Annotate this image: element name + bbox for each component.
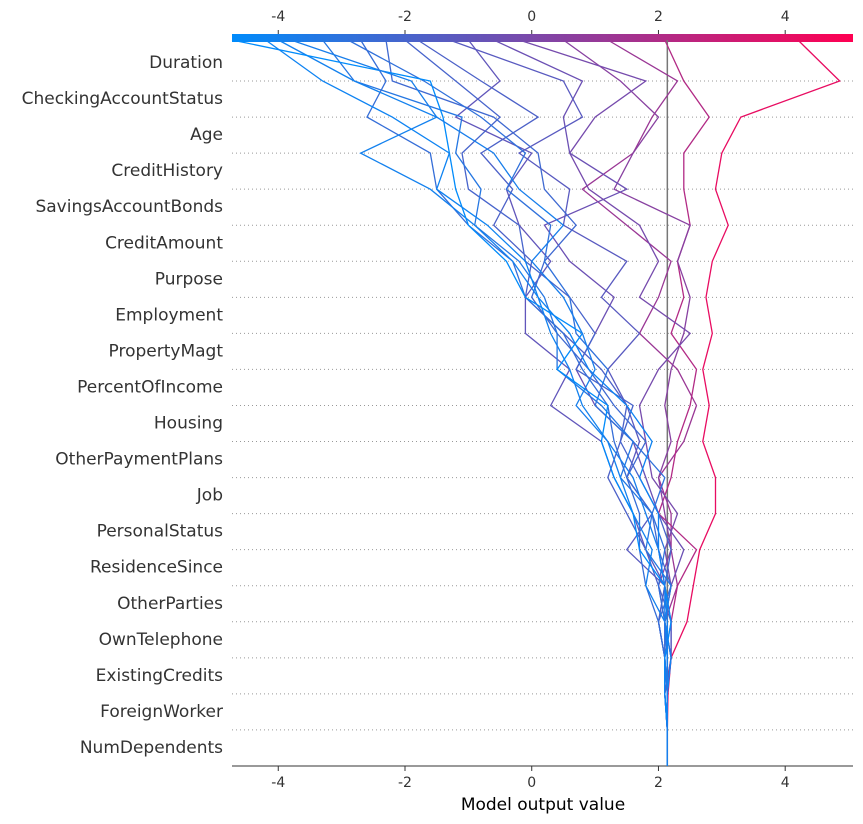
- x-tick-label: 2: [654, 775, 663, 791]
- decision-line: [657, 39, 710, 766]
- decision-line: [666, 39, 841, 766]
- decision-line: [347, 39, 668, 766]
- x-tick-label: -2: [398, 775, 412, 791]
- decision-line: [322, 39, 672, 766]
- x-tick-label: 4: [781, 775, 790, 791]
- x-tick-label: -4: [271, 775, 285, 791]
- feature-label: OtherParties: [117, 594, 223, 614]
- colorbar: [232, 34, 853, 42]
- decision-line: [581, 39, 698, 766]
- decision-line: [265, 39, 668, 766]
- feature-label: ResidenceSince: [90, 558, 223, 578]
- decision-line: [449, 39, 672, 766]
- decision-line: [360, 39, 668, 766]
- feature-label: Age: [190, 125, 223, 145]
- feature-label: ExistingCredits: [96, 666, 223, 686]
- feature-label: OtherPaymentPlans: [55, 450, 223, 470]
- feature-label: CheckingAccountStatus: [22, 89, 224, 109]
- feature-label: Purpose: [155, 269, 223, 289]
- decision-line: [277, 39, 672, 766]
- x-tick-label-top: 0: [527, 9, 536, 25]
- x-axis-label: Model output value: [461, 795, 625, 815]
- decision-line: [290, 39, 668, 766]
- feature-label: Duration: [149, 53, 223, 73]
- x-tick-label-top: -4: [271, 9, 285, 25]
- feature-label: CreditAmount: [105, 233, 223, 253]
- decision-line: [231, 39, 672, 766]
- feature-label: OwnTelephone: [99, 630, 223, 650]
- x-tick-label: 0: [527, 775, 536, 791]
- feature-label: PercentOfIncome: [77, 377, 223, 397]
- feature-label: PersonalStatus: [97, 522, 224, 542]
- feature-label: Employment: [115, 305, 223, 325]
- x-tick-label-top: 4: [781, 9, 790, 25]
- feature-label: Job: [196, 486, 223, 506]
- decision-line: [404, 39, 672, 766]
- x-tick-label-top: 2: [654, 9, 663, 25]
- feature-label: CreditHistory: [111, 161, 223, 181]
- feature-label: SavingsAccountBonds: [35, 197, 223, 217]
- decision-line: [417, 39, 672, 766]
- feature-label: Housing: [154, 414, 223, 434]
- feature-label: NumDependents: [80, 738, 223, 758]
- feature-label: ForeignWorker: [100, 702, 223, 722]
- feature-label: PropertyMagt: [109, 341, 224, 361]
- x-tick-label-top: -2: [398, 9, 412, 25]
